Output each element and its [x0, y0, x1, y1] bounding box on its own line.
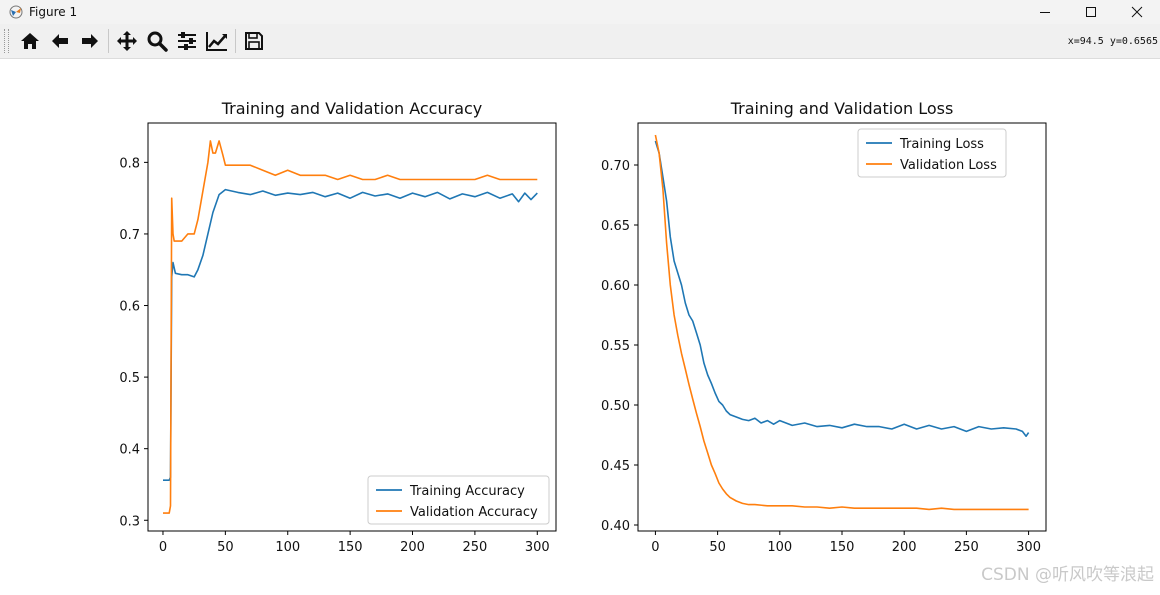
x-tick-label: 300 — [525, 540, 550, 555]
close-button[interactable] — [1114, 0, 1160, 24]
edit-axis-icon — [206, 32, 227, 51]
x-tick-label: 50 — [217, 540, 234, 555]
legend-box — [857, 128, 1007, 178]
y-tick-label: 0.45 — [601, 459, 630, 474]
x-tick-label: 100 — [275, 540, 300, 555]
close-icon — [1131, 6, 1143, 18]
y-tick-label: 0.3 — [119, 514, 140, 529]
x-tick-label: 150 — [338, 540, 363, 555]
chart-2: Training and Validation Loss 0 50 100 150 200… — [601, 99, 1047, 555]
figure-svg: Training and Validation Accuracy 0 50 100 15… — [119, 99, 1047, 555]
chart-title: Training and Validation Accuracy — [221, 99, 483, 118]
edit-axis-button[interactable] — [202, 26, 232, 56]
axes-frame — [637, 122, 1047, 532]
watermark: CSDN @听风吹等浪起 — [981, 565, 1154, 585]
home-icon — [21, 33, 39, 49]
configure-subplots-icon — [178, 32, 196, 50]
x-tick-label: 200 — [400, 540, 425, 555]
back-button[interactable] — [45, 26, 75, 56]
configure-subplots-button[interactable] — [172, 26, 202, 56]
y-tick-label: 0.70 — [601, 159, 630, 174]
y-tick-label: 0.50 — [601, 399, 630, 414]
series-line-2 — [654, 134, 1029, 511]
matplotlib-app-icon — [8, 4, 24, 20]
y-tick-label: 0.7 — [119, 228, 140, 243]
save-icon — [245, 32, 263, 50]
zoom-button[interactable] — [142, 26, 172, 56]
y-tick-label: 0.40 — [601, 519, 630, 534]
forward-button[interactable] — [75, 26, 105, 56]
x-tick-label: 300 — [1016, 540, 1041, 555]
pan-icon — [117, 31, 137, 51]
series-line-2 — [163, 140, 538, 514]
y-tick-label: 0.5 — [119, 371, 140, 386]
x-tick-label: 200 — [892, 540, 917, 555]
y-tick-label: 0.55 — [601, 339, 630, 354]
axes-frame — [147, 122, 557, 532]
y-tick-label: 0.65 — [601, 219, 630, 234]
series-line-1 — [163, 188, 538, 482]
maximize-icon — [1086, 7, 1096, 17]
minimize-icon — [1040, 12, 1050, 13]
x-tick-label: 250 — [954, 540, 979, 555]
pan-button[interactable] — [112, 26, 142, 56]
x-tick-label: 0 — [159, 540, 167, 555]
y-tick-label: 0.4 — [119, 443, 140, 458]
legend: Training Loss Validation Loss — [857, 128, 1007, 178]
y-tick-label: 0.8 — [119, 156, 140, 171]
maximize-button[interactable] — [1068, 0, 1114, 24]
back-arrow-icon — [52, 34, 68, 48]
window-title: Figure 1 — [29, 5, 78, 19]
save-button[interactable] — [239, 26, 269, 56]
y-tick-label: 0.6 — [119, 300, 140, 315]
chart-title: Training and Validation Loss — [730, 99, 954, 118]
x-tick-label: 100 — [767, 540, 792, 555]
chart-1: Training and Validation Accuracy 0 50 100 15… — [119, 99, 557, 555]
legend-label: Validation Loss — [900, 158, 997, 173]
y-tick-label: 0.60 — [601, 279, 630, 294]
toolbar-separator — [235, 29, 236, 53]
cursor-coordinates: x=94.5 y=0.6565 — [1067, 36, 1158, 47]
x-tick-label: 50 — [709, 540, 726, 555]
x-tick-label: 0 — [651, 540, 659, 555]
series-line-1 — [654, 140, 1030, 438]
legend-label: Training Accuracy — [409, 484, 525, 499]
window-title-bar: Figure 1 — [0, 0, 1160, 24]
legend-label: Validation Accuracy — [410, 505, 538, 520]
zoom-icon — [147, 31, 168, 52]
x-tick-label: 150 — [830, 540, 855, 555]
navigation-toolbar — [0, 24, 1160, 59]
forward-arrow-icon — [82, 34, 98, 48]
toolbar-grip[interactable] — [4, 29, 9, 53]
legend-label: Training Loss — [899, 137, 984, 152]
figure-canvas[interactable]: Training and Validation Accuracy 0 50 100 15… — [0, 59, 1160, 591]
legend-box — [367, 475, 550, 525]
toolbar-separator — [108, 29, 109, 53]
legend: Training Accuracy Validation Accuracy — [367, 475, 550, 525]
home-button[interactable] — [15, 26, 45, 56]
x-tick-label: 250 — [462, 540, 487, 555]
minimize-button[interactable] — [1022, 0, 1068, 24]
